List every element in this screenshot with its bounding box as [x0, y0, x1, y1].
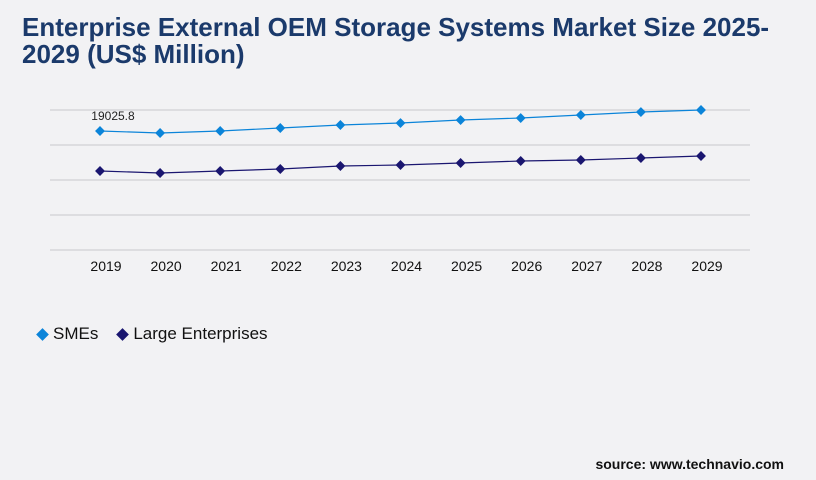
- x-tick-label: 2023: [331, 258, 362, 274]
- data-point: [635, 153, 646, 163]
- legend: SMEs Large Enterprises: [36, 324, 268, 344]
- data-point: [95, 166, 105, 176]
- legend-marker-icon: [116, 327, 130, 341]
- data-point: [215, 126, 226, 136]
- data-point: [696, 105, 706, 115]
- data-point: [215, 166, 226, 176]
- legend-label: SMEs: [53, 324, 99, 343]
- data-point: [395, 160, 406, 170]
- data-point: [275, 123, 286, 133]
- data-point: [275, 164, 286, 174]
- data-point: [455, 158, 466, 168]
- data-point: [515, 113, 526, 123]
- x-tick-label: 2022: [271, 258, 302, 274]
- data-point: [515, 156, 526, 166]
- x-tick-label: 2029: [691, 258, 722, 274]
- legend-label: Large Enterprises: [133, 324, 268, 343]
- data-point: [696, 151, 706, 161]
- data-point: [575, 110, 586, 120]
- source-note: source: www.technavio.com: [595, 456, 784, 472]
- legend-marker-icon: [36, 327, 49, 341]
- data-point: [395, 118, 406, 128]
- data-point: [95, 126, 105, 136]
- x-tick-label: 2019: [90, 258, 121, 274]
- x-tick-label: 2020: [151, 258, 182, 274]
- x-tick-label: 2026: [511, 258, 542, 274]
- data-point: [335, 161, 346, 171]
- data-point: [335, 120, 346, 130]
- data-point: [155, 128, 166, 138]
- x-tick-label: 2025: [451, 258, 482, 274]
- data-label: 19025.8: [91, 109, 135, 123]
- x-tick-label: 2027: [571, 258, 602, 274]
- x-tick-label: 2028: [631, 258, 662, 274]
- data-point: [635, 107, 646, 117]
- chart-title: Enterprise External OEM Storage Systems …: [22, 12, 770, 69]
- legend-item: Large Enterprises: [116, 324, 268, 344]
- x-tick-label: 2024: [391, 258, 422, 274]
- data-point: [575, 155, 586, 165]
- x-tick-label: 2021: [211, 258, 242, 274]
- data-point: [155, 168, 166, 178]
- data-point: [455, 115, 466, 125]
- legend-item: SMEs: [36, 324, 99, 344]
